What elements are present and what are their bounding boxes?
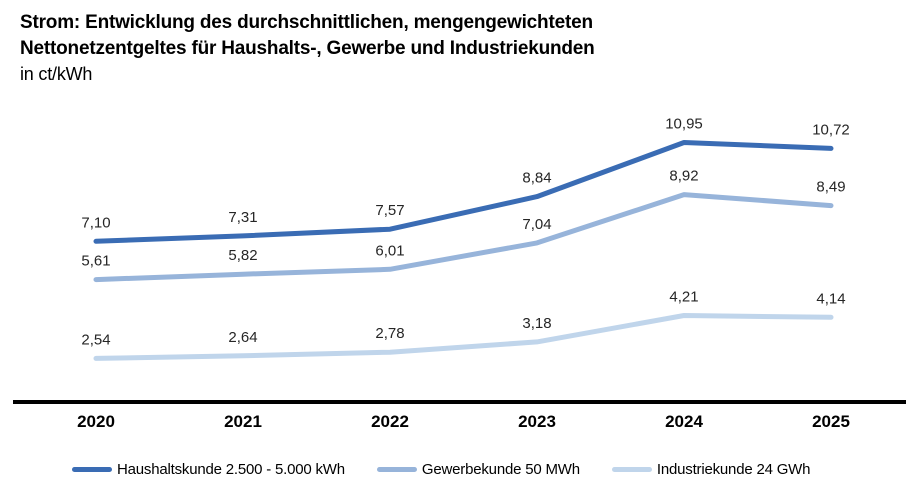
x-tick-label-2022: 2022	[371, 412, 409, 431]
chart-title-line2: Nettonetzentgeltes für Haushalts-, Gewer…	[20, 38, 595, 59]
x-tick-label-2023: 2023	[518, 412, 556, 431]
legend-label-2: Industriekunde 24 GWh	[656, 461, 811, 478]
data-label-series1-2025: 8,49	[816, 179, 845, 196]
data-label-series1-2023: 7,04	[522, 216, 551, 233]
data-label-series0-2025: 10,72	[812, 121, 850, 138]
x-tick-label-2021: 2021	[224, 412, 262, 431]
legend-item-2: Industriekunde 24 GWh	[611, 461, 811, 478]
data-label-series0-2021: 7,31	[228, 209, 257, 226]
chart-header: Strom: Entwicklung des durchschnittliche…	[20, 10, 900, 86]
chart-legend: Haushaltskunde 2.500 - 5.000 kWh Gewerbek…	[72, 461, 810, 478]
data-label-series2-2025: 4,14	[816, 290, 845, 307]
legend-item-0: Haushaltskunde 2.500 - 5.000 kWh	[72, 461, 345, 478]
data-label-series0-2023: 8,84	[522, 170, 551, 187]
chart-unit-subtitle: in ct/kWh	[20, 64, 93, 84]
legend-line-swatch-0	[72, 467, 112, 472]
series-line-2	[93, 313, 834, 361]
series-line-0	[93, 140, 834, 244]
data-label-series2-2020: 2,54	[81, 331, 110, 348]
data-label-series1-2020: 5,61	[81, 253, 110, 270]
legend-label-0: Haushaltskunde 2.500 - 5.000 kWh	[117, 461, 345, 478]
chart-title: Strom: Entwicklung des durchschnittliche…	[20, 10, 900, 62]
x-tick-label-2025: 2025	[812, 412, 850, 431]
line-chart-plot: 7,10 7,31 7,57 8,84 10,95 10,72 5,61 5,82 6,01 7,…	[13, 116, 906, 404]
series-line-1	[93, 192, 834, 283]
x-axis: 2020 2021 2022 2023 2024 2025	[0, 412, 919, 440]
data-label-series1-2021: 5,82	[228, 247, 257, 264]
data-label-series2-2021: 2,64	[228, 329, 257, 346]
chart-title-line1: Strom: Entwicklung des durchschnittliche…	[20, 12, 593, 33]
data-label-series2-2024: 4,21	[669, 289, 698, 306]
data-label-series1-2024: 8,92	[669, 168, 698, 185]
data-label-series1-2022: 6,01	[375, 242, 404, 259]
data-label-series0-2024: 10,95	[665, 116, 703, 133]
legend-line-swatch-2	[611, 467, 652, 472]
data-label-series2-2022: 2,78	[375, 325, 404, 342]
legend-line-swatch-1	[376, 467, 417, 472]
x-tick-label-2024: 2024	[665, 412, 703, 431]
legend-label-1: Gewerbekunde 50 MWh	[421, 461, 580, 478]
data-label-series0-2022: 7,57	[375, 202, 404, 219]
data-label-series0-2020: 7,10	[81, 214, 110, 231]
data-label-series2-2023: 3,18	[522, 315, 551, 332]
legend-item-1: Gewerbekunde 50 MWh	[376, 461, 580, 478]
x-tick-label-2020: 2020	[77, 412, 115, 431]
